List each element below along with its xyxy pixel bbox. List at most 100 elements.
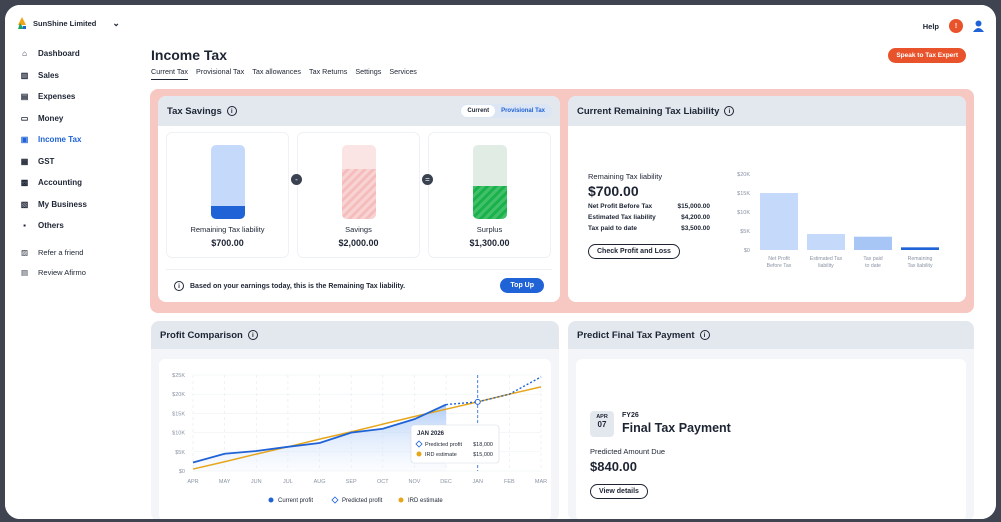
sidebar-item-label: Sales — [38, 70, 59, 80]
sidebar-item-accounting[interactable]: ▩ Accounting — [19, 172, 131, 194]
sidebar-item-expenses[interactable]: ▤ Expenses — [19, 86, 131, 108]
liability-row: Tax paid to date $3,500.00 — [588, 225, 710, 232]
legend-label: Current profit — [278, 498, 313, 504]
tooltip-row-label: Predicted profit — [425, 442, 462, 448]
predicted-marker-icon — [415, 440, 423, 448]
due-month: APR — [596, 414, 608, 420]
bar-chart-icon: ▥ — [20, 70, 29, 80]
due-date-badge: APR 07 — [590, 411, 614, 437]
review-icon: ▤ — [20, 268, 29, 277]
remaining-tax-liability-card: Current Remaining Tax Liability i Remain… — [568, 96, 966, 302]
top-up-button[interactable]: Top Up — [500, 278, 544, 293]
sidebar-item-income-tax[interactable]: ▣ Income Tax — [19, 129, 131, 151]
grid-icon: ▪ — [23, 221, 26, 231]
tab-provisional-tax[interactable]: Provisional Tax — [196, 67, 245, 76]
receipt-icon: ▤ — [20, 92, 29, 102]
view-details-button[interactable]: View details — [590, 484, 648, 499]
card-title: Profit Comparison — [160, 329, 243, 341]
liability-summary: Remaining Tax liability $700.00 Net Prof… — [588, 172, 710, 259]
check-profit-loss-button[interactable]: Check Profit and Loss — [588, 244, 680, 259]
savings-level-fill — [473, 186, 507, 219]
savings-item: Surplus $1,300.00 — [428, 132, 551, 258]
profit-line-chart: $0 $5K $10K $15K $20K $25K APR MAY JUN JUL AUG SEP O… — [172, 373, 547, 504]
gift-icon: ▨ — [20, 248, 29, 257]
y-tick-label: $10K — [172, 431, 185, 437]
company-switcher[interactable]: SunShine Limited ⌄ — [17, 17, 120, 29]
sidebar-item-money[interactable]: ▭ Money — [19, 108, 131, 130]
savings-breakdown: Remaining Tax liability $700.00 Savings $2,… — [166, 132, 552, 294]
x-tick-label: APR — [187, 479, 198, 485]
main-content: Help ! Income Tax Current Tax Provisional… — [133, 5, 996, 519]
liability-label: Remaining Tax liability — [588, 172, 663, 181]
card-header: Profit Comparison i — [151, 321, 559, 349]
card-header: Predict Final Tax Payment i — [568, 321, 974, 349]
card-title: Tax Savings — [167, 105, 222, 117]
tab-tax-allowances[interactable]: Tax allowances — [252, 67, 301, 76]
predict-final-tax-card: Predict Final Tax Payment i APR 07 FY26 … — [568, 321, 974, 519]
info-icon[interactable]: i — [699, 330, 710, 340]
savings-level-fill — [342, 168, 376, 219]
liability-row-label: Net Profit Before Tax — [588, 203, 653, 210]
savings-level-bar — [211, 145, 245, 219]
tooltip-row-value: $15,000 — [473, 452, 493, 458]
savings-note: i Based on your earnings today, this is … — [166, 269, 552, 302]
topbar: Help ! — [923, 19, 984, 33]
liability-bar — [901, 247, 939, 250]
x-tick-label: Tax paid — [863, 256, 882, 262]
sidebar-item-label: GST — [38, 156, 55, 166]
legend-label: IRD estimate — [408, 498, 443, 504]
profit-comparison-card: Profit Comparison i $0 $5K $10K $15K $20K $25… — [151, 321, 559, 519]
sidebar-item-sales[interactable]: ▥ Sales — [19, 65, 131, 87]
hover-point — [474, 398, 481, 405]
ird-marker-icon — [416, 451, 422, 457]
card-title: Predict Final Tax Payment — [577, 329, 695, 341]
profit-chart-panel: $0 $5K $10K $15K $20K $25K APR MAY JUN JUL AUG SEP O… — [159, 359, 551, 519]
y-tick-label: $5K — [175, 450, 185, 456]
y-tick-label: $25K — [172, 373, 185, 379]
sidebar-item-review-afirmo[interactable]: ▤ Review Afirmo — [19, 263, 131, 283]
sidebar-item-label: Money — [38, 113, 64, 123]
info-icon[interactable]: i — [226, 106, 237, 116]
notification-bell-icon[interactable]: ! — [949, 19, 963, 33]
toggle-current[interactable]: Current — [461, 105, 496, 117]
equals-icon: = — [422, 174, 433, 185]
y-tick-label: $5K — [740, 229, 750, 235]
info-icon[interactable]: i — [724, 106, 735, 116]
liability-row-value: $4,200.00 — [681, 214, 710, 221]
x-tick-label: JUL — [283, 479, 293, 485]
user-icon[interactable] — [973, 20, 984, 32]
predicted-profit-line — [446, 376, 542, 406]
sidebar-item-gst[interactable]: ▦ GST — [19, 151, 131, 173]
sidebar-item-others[interactable]: ▪ Others — [19, 215, 131, 237]
toggle-provisional[interactable]: Provisional Tax — [501, 108, 545, 114]
tab-settings[interactable]: Settings — [355, 67, 382, 76]
tooltip-row-value: $18,000 — [473, 442, 493, 448]
legend-label: Predicted profit — [342, 498, 383, 504]
x-tick-label: MAR — [535, 479, 547, 485]
y-tick-label: $15K — [172, 411, 185, 417]
legend-marker — [268, 497, 274, 503]
chevron-down-icon[interactable]: ⌄ — [112, 17, 120, 28]
savings-item-label: Surplus — [476, 225, 503, 234]
sidebar-nav: ⌂ Dashboard ▥ Sales ▤ Expenses ▭ Money ▣ Income T… — [19, 43, 131, 283]
card-title: Current Remaining Tax Liability — [577, 105, 720, 117]
y-tick-label: $10K — [737, 210, 750, 216]
info-icon: i — [174, 281, 184, 291]
help-link[interactable]: Help — [922, 21, 939, 31]
y-tick-label: $0 — [179, 469, 185, 475]
y-tick-label: $20K — [172, 392, 185, 398]
info-icon[interactable]: i — [247, 330, 258, 340]
tax-type-toggle[interactable]: Current Provisional Tax — [460, 104, 552, 118]
sidebar-item-dashboard[interactable]: ⌂ Dashboard — [19, 43, 131, 65]
tab-tax-returns[interactable]: Tax Returns — [309, 67, 348, 76]
tab-services[interactable]: Services — [389, 67, 417, 76]
speak-to-tax-expert-button[interactable]: Speak to Tax Expert — [888, 48, 966, 63]
sidebar-item-refer-a-friend[interactable]: ▨ Refer a friend — [19, 243, 131, 263]
tab-current-tax[interactable]: Current Tax — [151, 67, 189, 80]
savings-item-value: $1,300.00 — [469, 238, 510, 248]
sidebar-item-my-business[interactable]: ▧ My Business — [19, 194, 131, 216]
predicted-amount-label: Predicted Amount Due — [590, 447, 666, 456]
briefcase-icon: ▧ — [20, 199, 29, 209]
sidebar-item-label: Review Afirmo — [38, 268, 86, 277]
